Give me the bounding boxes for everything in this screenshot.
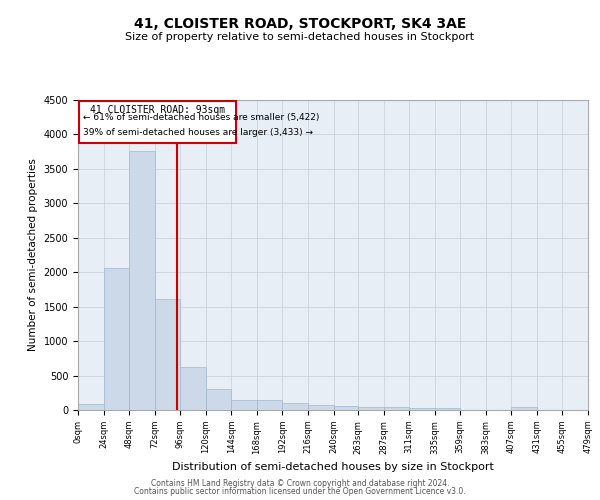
Bar	[409, 408, 434, 410]
Text: Size of property relative to semi-detached houses in Stockport: Size of property relative to semi-detach…	[125, 32, 475, 42]
Bar	[155, 299, 180, 410]
FancyBboxPatch shape	[79, 100, 236, 144]
Bar	[283, 403, 308, 410]
Bar	[78, 404, 104, 410]
Text: 39% of semi-detached houses are larger (3,433) →: 39% of semi-detached houses are larger (…	[83, 128, 313, 137]
Bar	[104, 268, 129, 410]
Text: ← 61% of semi-detached houses are smaller (5,422): ← 61% of semi-detached houses are smalle…	[83, 114, 320, 122]
Text: Contains public sector information licensed under the Open Government Licence v3: Contains public sector information licen…	[134, 487, 466, 496]
Text: 41 CLOISTER ROAD: 93sqm: 41 CLOISTER ROAD: 93sqm	[90, 105, 225, 115]
Bar	[180, 368, 206, 410]
Bar	[383, 407, 409, 410]
Bar	[129, 151, 155, 410]
Bar	[358, 406, 383, 410]
Text: 41, CLOISTER ROAD, STOCKPORT, SK4 3AE: 41, CLOISTER ROAD, STOCKPORT, SK4 3AE	[134, 18, 466, 32]
Bar	[511, 406, 537, 410]
Bar	[434, 408, 460, 410]
Bar	[334, 406, 358, 410]
Bar	[206, 389, 232, 410]
X-axis label: Distribution of semi-detached houses by size in Stockport: Distribution of semi-detached houses by …	[172, 462, 494, 472]
Bar	[257, 400, 283, 410]
Bar	[308, 405, 334, 410]
Text: Contains HM Land Registry data © Crown copyright and database right 2024.: Contains HM Land Registry data © Crown c…	[151, 478, 449, 488]
Y-axis label: Number of semi-detached properties: Number of semi-detached properties	[28, 158, 38, 352]
Bar	[232, 400, 257, 410]
